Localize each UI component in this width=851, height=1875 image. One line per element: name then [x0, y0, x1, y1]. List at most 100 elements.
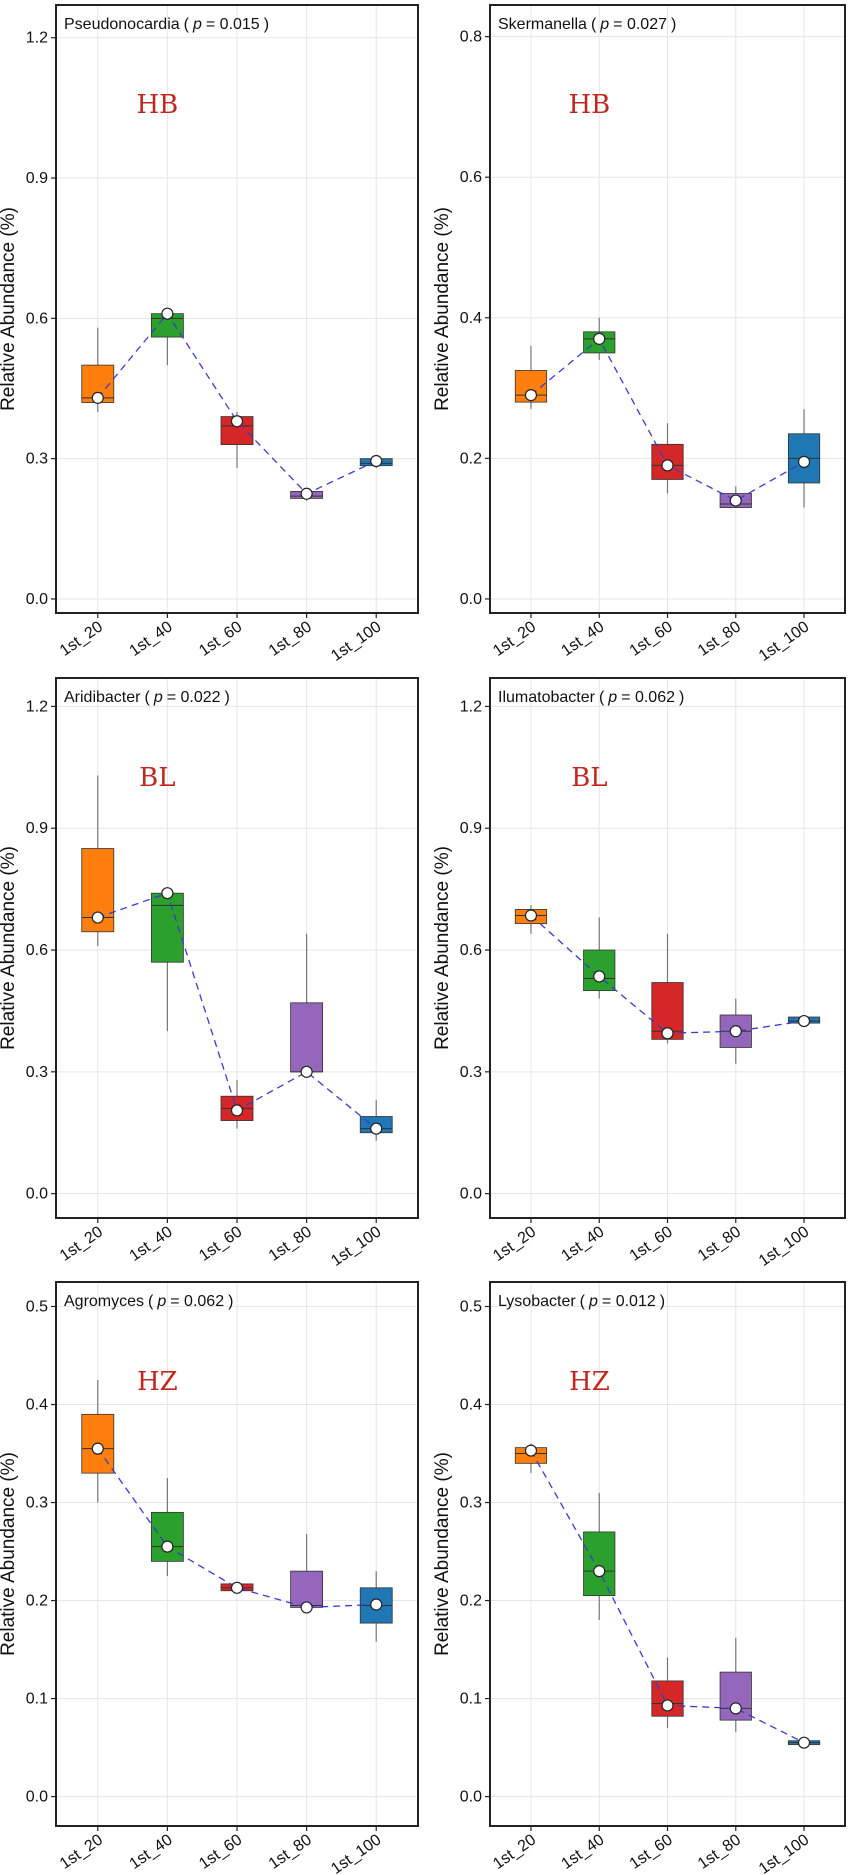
- panel-title: Pseudonocardia(p = 0.015): [64, 16, 269, 33]
- x-tick-label: 1st_20: [490, 618, 539, 660]
- p-symbol: p: [153, 689, 163, 706]
- mean-point: [661, 459, 674, 472]
- y-tick-label: 0.6: [460, 942, 482, 959]
- panel-title: Skermanella(p = 0.027): [498, 16, 676, 33]
- x-tick-label: 1st_40: [127, 1831, 176, 1873]
- p-value: = 0.012: [602, 1293, 656, 1310]
- x-tick-label: 1st_20: [57, 1223, 106, 1265]
- title-paren-open: (: [599, 689, 605, 706]
- mean-point: [230, 415, 244, 428]
- title-paren-open: (: [184, 16, 190, 33]
- mean-point: [797, 1014, 811, 1028]
- box-1st_40: [583, 949, 616, 992]
- chart-panel-5: 0.0 0.1 0.2 0.3 0.4 0.5 1st_20 1st_40 1st_60 1st_…: [0, 1281, 419, 1875]
- p-value: = 0.062: [170, 1293, 224, 1310]
- y-axis-label: Relative Abundance (%): [0, 846, 19, 1050]
- y-tick-label: 0.2: [26, 1593, 48, 1610]
- y-tick-label: 0.9: [26, 820, 48, 837]
- chart-panel-3: 0.0 0.3 0.6 0.9 1.2 1st_20 1st_40 1st_60 1st_80 1…: [0, 677, 419, 1270]
- x-tick-label: 1st_40: [127, 1223, 176, 1265]
- x-tick-label: 1st_40: [558, 1831, 607, 1873]
- y-tick-label: 0.6: [460, 169, 482, 186]
- p-value: = 0.062: [621, 689, 675, 706]
- y-tick-label: 0.1: [460, 1691, 482, 1708]
- mean-point: [300, 487, 313, 500]
- y-tick-label: 0.5: [26, 1299, 48, 1316]
- x-tick-label: 1st_40: [558, 1223, 607, 1265]
- x-tick-label: 1st_20: [490, 1831, 539, 1873]
- y-tick-label: 0.0: [26, 1186, 48, 1203]
- y-tick-label: 1.2: [26, 698, 48, 715]
- x-tick-label: 1st_40: [558, 618, 607, 660]
- genus-name: Lysobacter: [498, 1293, 576, 1310]
- y-tick-label: 0.6: [26, 310, 48, 327]
- panel-title: Agromyces(p = 0.062): [64, 1293, 233, 1310]
- mean-point: [729, 494, 742, 507]
- title-paren-close: ): [228, 1293, 233, 1310]
- x-tick-label: 1st_80: [695, 618, 744, 660]
- mean-point: [230, 1581, 244, 1594]
- p-value: = 0.027: [613, 16, 667, 33]
- y-tick-label: 0.3: [26, 451, 48, 468]
- panel-title: Ilumatobacter(p = 0.062): [498, 689, 684, 706]
- mean-point: [593, 1565, 606, 1578]
- y-axis-label: Relative Abundance (%): [432, 207, 453, 411]
- p-value: = 0.015: [206, 16, 260, 33]
- x-tick-label: 1st_100: [328, 1223, 384, 1270]
- y-tick-label: 1.2: [26, 30, 48, 47]
- title-paren-open: (: [144, 689, 150, 706]
- title-paren-close: ): [679, 689, 684, 706]
- y-tick-label: 0.5: [460, 1299, 482, 1316]
- y-tick-label: 0.9: [26, 170, 48, 187]
- x-tick-label: 1st_80: [695, 1831, 744, 1873]
- chart-panel-1: 0.0 0.3 0.6 0.9 1.2 1st_20 1st_40 1st_60 1st_80 1…: [0, 4, 419, 665]
- mean-point: [161, 307, 174, 320]
- x-tick-label: 1st_60: [196, 1223, 245, 1265]
- y-tick-label: 0.3: [26, 1495, 48, 1512]
- genus-name: Agromyces: [64, 1293, 144, 1310]
- x-tick-label: 1st_80: [266, 1831, 315, 1873]
- x-tick-label: 1st_60: [196, 618, 245, 660]
- mean-point: [524, 1444, 538, 1457]
- x-tick-label: 1st_40: [127, 618, 176, 660]
- mean-point: [161, 1540, 174, 1553]
- y-tick-label: 0.4: [460, 310, 482, 327]
- x-tick-label: 1st_100: [756, 1831, 812, 1875]
- box-1st_40: [583, 1531, 616, 1597]
- p-symbol: p: [192, 16, 202, 33]
- group-label: BL: [571, 763, 607, 793]
- x-tick-label: 1st_100: [328, 1831, 384, 1875]
- mean-point: [300, 1065, 313, 1078]
- panel-title: Aridibacter(p = 0.022): [64, 689, 230, 706]
- p-symbol: p: [607, 689, 617, 706]
- p-symbol: p: [599, 16, 609, 33]
- mean-point: [370, 454, 383, 468]
- panel-title: Lysobacter(p = 0.012): [498, 1293, 665, 1310]
- y-tick-label: 0.0: [460, 591, 482, 608]
- mean-point: [729, 1025, 742, 1038]
- x-tick-label: 1st_60: [627, 618, 676, 660]
- chart-panel-4: 0.0 0.3 0.6 0.9 1.2 1st_20 1st_40 1st_60 1st_80 1…: [432, 677, 846, 1270]
- mean-point: [661, 1027, 674, 1040]
- p-value: = 0.022: [167, 689, 221, 706]
- mean-point: [91, 391, 104, 404]
- y-tick-label: 0.9: [460, 820, 482, 837]
- title-paren-close: ): [660, 1293, 665, 1310]
- title-paren-open: (: [580, 1293, 586, 1310]
- x-tick-label: 1st_80: [266, 1223, 315, 1265]
- mean-point: [370, 1598, 383, 1611]
- mean-point: [797, 1736, 811, 1749]
- x-tick-label: 1st_60: [196, 1831, 245, 1873]
- mean-point: [524, 909, 538, 922]
- y-tick-label: 0.0: [26, 1789, 48, 1806]
- mean-point: [161, 887, 174, 900]
- title-paren-close: ): [225, 689, 230, 706]
- y-tick-label: 0.0: [26, 591, 48, 608]
- box-1st_80: [290, 1002, 324, 1073]
- y-tick-label: 0.0: [460, 1186, 482, 1203]
- chart-panel-2: 0.0 0.2 0.4 0.6 0.8 1st_20 1st_40 1st_60 1st_80 1…: [432, 4, 846, 665]
- p-symbol: p: [588, 1293, 598, 1310]
- box-1st_60: [651, 1680, 684, 1717]
- mean-point: [370, 1122, 383, 1135]
- y-tick-label: 0.1: [26, 1691, 48, 1708]
